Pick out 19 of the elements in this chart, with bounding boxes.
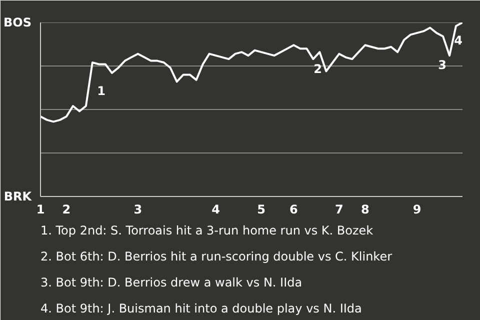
x-tick-label: 2: [62, 202, 71, 216]
x-tick-label: 8: [360, 202, 370, 216]
annotation: 1: [97, 84, 106, 98]
x-tick-label: 1: [36, 202, 45, 216]
text: 1. Top 2nd: S. Torroais hit a 3-run home run vs K. Bozek: [40, 224, 374, 238]
text: 4. Bot 9th: J. Buisman hit into a double play vs N. IIda: [40, 302, 362, 316]
annotation: 2: [314, 62, 322, 76]
x-tick-label: 9: [412, 202, 422, 216]
x-tick-label: 5: [257, 202, 266, 216]
x-tick-label: 4: [212, 202, 220, 216]
text: 2. Bot 6th: D. Berrios hit a run-scoring double vs C. Klinker: [40, 250, 392, 264]
text: 3. Bot 9th: D. Berrios drew a walk vs N. IIda: [40, 276, 302, 290]
x-tick-label: 7: [334, 202, 344, 216]
text: BRK: [4, 190, 32, 204]
annotation: 4: [454, 33, 462, 48]
x-tick-label: 3: [134, 202, 142, 216]
text: BOS: [4, 16, 32, 30]
x-tick-label: 6: [290, 202, 298, 216]
annotation: 3: [438, 58, 446, 72]
